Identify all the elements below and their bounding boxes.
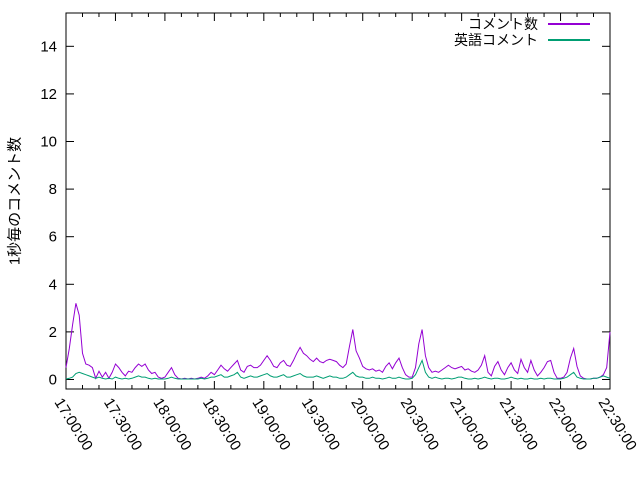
y-tick-label: 10 — [40, 134, 57, 151]
y-axis-title: 1秒毎のコメント数 — [6, 136, 24, 266]
x-tick-label: 17:00:00 — [51, 395, 96, 454]
legend-line-comments-swatch — [548, 23, 590, 25]
y-tick-label: 12 — [40, 86, 57, 103]
x-tick-label: 22:30:00 — [595, 395, 640, 454]
legend: コメント数 英語コメント — [454, 16, 590, 48]
legend-label-english: 英語コメント — [454, 32, 538, 48]
x-tick-label: 22:00:00 — [545, 395, 590, 454]
x-tick-label: 20:00:00 — [347, 395, 392, 454]
legend-entry-comments: コメント数 — [454, 16, 590, 32]
x-tick-label: 18:00:00 — [150, 395, 195, 454]
x-tick-label: 18:30:00 — [199, 395, 244, 454]
y-tick-label: 4 — [49, 276, 57, 293]
y-tick-label: 8 — [49, 181, 57, 198]
y-tick-label: 14 — [40, 38, 57, 55]
series-comments-line — [65, 303, 611, 380]
legend-entry-english: 英語コメント — [454, 32, 590, 48]
x-tick-label: 21:00:00 — [446, 395, 491, 454]
plot-border — [65, 12, 611, 390]
x-tick-label: 17:30:00 — [100, 395, 145, 454]
legend-label-comments: コメント数 — [468, 16, 538, 32]
y-tick-label: 0 — [49, 371, 57, 388]
x-tick-label: 21:30:00 — [496, 395, 541, 454]
y-tick-label: 6 — [49, 229, 57, 246]
x-tick-label: 19:30:00 — [298, 395, 343, 454]
x-tick-label: 19:00:00 — [248, 395, 293, 454]
series-english-line — [65, 358, 611, 380]
x-tick-label: 20:30:00 — [397, 395, 442, 454]
y-tick-label: 2 — [49, 324, 57, 341]
legend-line-english-swatch — [548, 39, 590, 41]
